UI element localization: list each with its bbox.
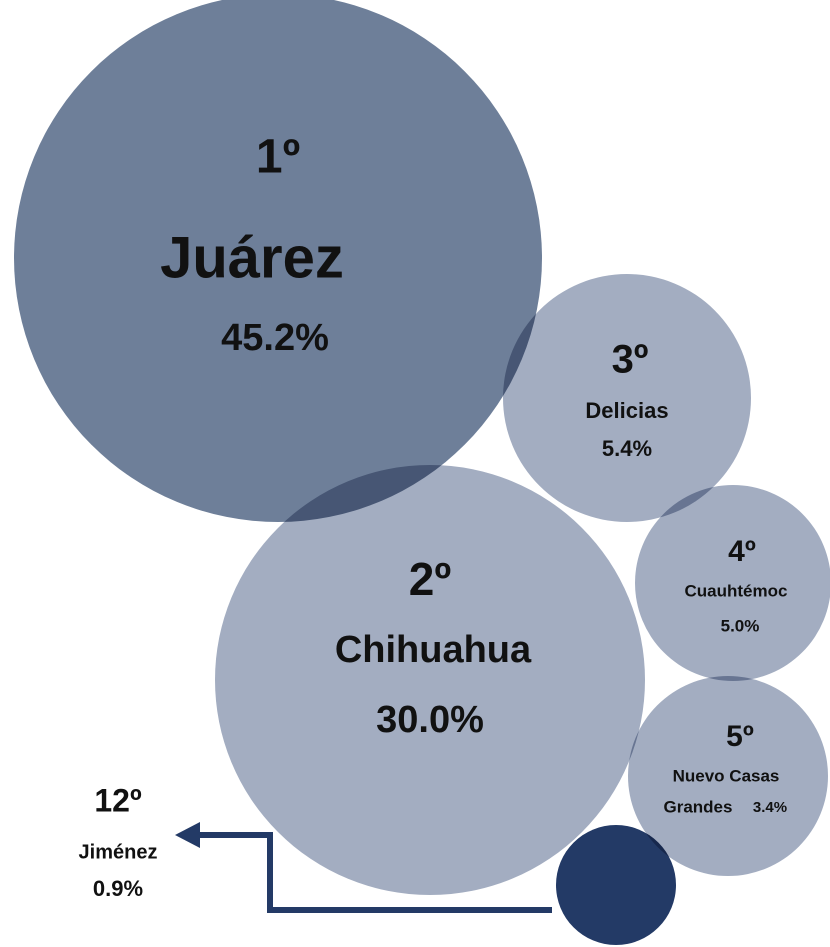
bubble-chihuahua (215, 465, 645, 895)
value: 45.2% (221, 317, 329, 359)
arrow-line (195, 832, 552, 913)
name: Grandes (664, 797, 733, 816)
value: 5.4% (602, 436, 652, 461)
rank: 5º (726, 720, 754, 753)
arrow-head (175, 822, 200, 848)
value: 5.0% (721, 616, 760, 635)
value: 3.4% (753, 799, 787, 816)
name: Jiménez (79, 841, 158, 863)
name: Juárez (160, 225, 344, 290)
bubble-jimenez (556, 825, 676, 945)
value: 0.9% (93, 876, 143, 901)
bubble-cuauhtemoc (635, 485, 830, 681)
rank: 2º (409, 553, 452, 605)
name: Cuauhtémoc (685, 581, 788, 600)
name: Chihuahua (335, 629, 532, 671)
value: 30.0% (376, 699, 484, 741)
rank: 4º (728, 535, 756, 568)
bubble-delicias (503, 274, 751, 522)
rank: 3º (612, 338, 649, 382)
bubble-nuevo-casas-grandes (628, 676, 828, 876)
bubble-juarez (14, 0, 542, 522)
rank: 1º (256, 131, 300, 184)
name: Nuevo Casas (673, 766, 780, 785)
name: Delicias (585, 398, 668, 423)
rank: 12º (94, 782, 142, 818)
